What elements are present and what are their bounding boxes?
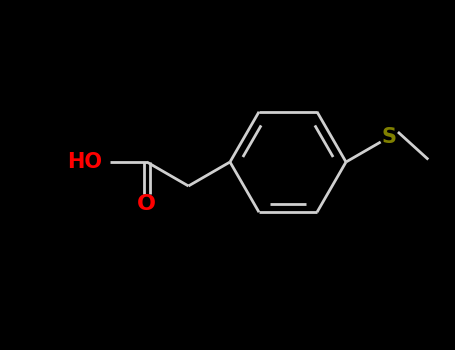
Text: S: S (382, 127, 397, 147)
Text: HO: HO (67, 152, 102, 172)
Text: O: O (137, 194, 157, 214)
